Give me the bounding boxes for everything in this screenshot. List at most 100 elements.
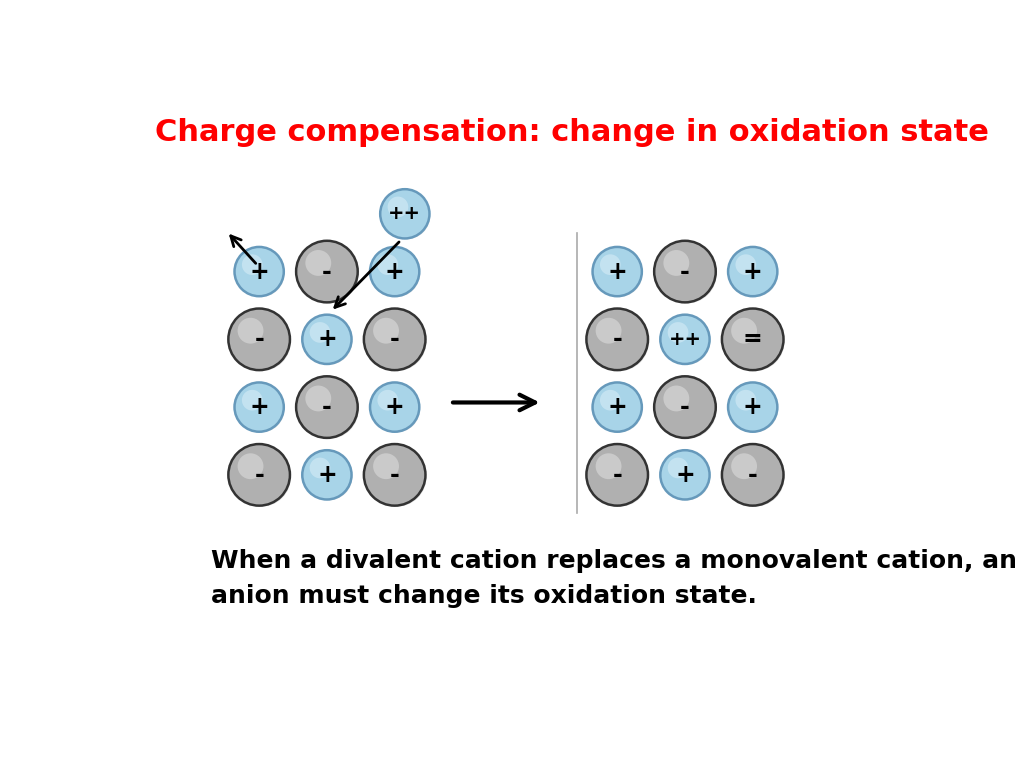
Circle shape bbox=[731, 453, 757, 479]
Circle shape bbox=[305, 318, 352, 365]
Circle shape bbox=[305, 386, 331, 412]
Circle shape bbox=[388, 197, 409, 217]
Circle shape bbox=[668, 322, 688, 343]
Circle shape bbox=[735, 254, 756, 275]
Circle shape bbox=[228, 444, 290, 505]
Circle shape bbox=[370, 382, 419, 432]
Circle shape bbox=[664, 318, 711, 365]
Circle shape bbox=[591, 448, 649, 507]
Circle shape bbox=[378, 254, 398, 275]
Circle shape bbox=[296, 376, 357, 438]
Circle shape bbox=[296, 241, 357, 303]
Circle shape bbox=[232, 448, 291, 507]
Circle shape bbox=[654, 241, 716, 303]
Circle shape bbox=[238, 453, 263, 479]
Circle shape bbox=[664, 453, 711, 500]
Circle shape bbox=[658, 245, 717, 303]
Circle shape bbox=[378, 390, 398, 411]
Text: +: + bbox=[385, 395, 404, 419]
Text: -: - bbox=[254, 463, 264, 487]
Text: Charge compensation: change in oxidation state: Charge compensation: change in oxidation… bbox=[156, 118, 989, 147]
Circle shape bbox=[664, 250, 689, 276]
Text: +: + bbox=[742, 260, 763, 283]
Circle shape bbox=[587, 309, 648, 370]
Circle shape bbox=[596, 250, 643, 297]
Circle shape bbox=[373, 453, 399, 479]
Circle shape bbox=[731, 250, 778, 297]
Circle shape bbox=[228, 309, 290, 370]
Circle shape bbox=[728, 247, 777, 296]
Circle shape bbox=[370, 247, 419, 296]
Circle shape bbox=[596, 453, 622, 479]
Circle shape bbox=[722, 309, 783, 370]
Circle shape bbox=[305, 250, 331, 276]
Circle shape bbox=[596, 386, 643, 432]
Text: -: - bbox=[680, 260, 690, 283]
Text: +: + bbox=[607, 260, 627, 283]
Circle shape bbox=[722, 444, 783, 505]
Circle shape bbox=[380, 189, 429, 238]
Circle shape bbox=[726, 448, 784, 507]
Text: =: = bbox=[742, 327, 763, 351]
Circle shape bbox=[238, 386, 285, 432]
Circle shape bbox=[309, 458, 331, 478]
Circle shape bbox=[238, 250, 285, 297]
Text: ++: ++ bbox=[669, 329, 701, 349]
Circle shape bbox=[242, 390, 262, 411]
Circle shape bbox=[302, 450, 351, 499]
Circle shape bbox=[591, 313, 649, 371]
Text: +: + bbox=[249, 395, 269, 419]
Text: -: - bbox=[680, 395, 690, 419]
Circle shape bbox=[587, 444, 648, 505]
Circle shape bbox=[242, 254, 262, 275]
Text: +: + bbox=[607, 395, 627, 419]
Circle shape bbox=[596, 318, 622, 343]
Text: -: - bbox=[322, 395, 332, 419]
Circle shape bbox=[654, 376, 716, 438]
Circle shape bbox=[373, 318, 399, 343]
Text: When a divalent cation replaces a monovalent cation, an
anion must change its ox: When a divalent cation replaces a monova… bbox=[211, 549, 1018, 608]
Circle shape bbox=[234, 382, 284, 432]
Text: +: + bbox=[742, 395, 763, 419]
Circle shape bbox=[600, 390, 621, 411]
Text: -: - bbox=[390, 463, 399, 487]
Text: -: - bbox=[748, 463, 758, 487]
Circle shape bbox=[664, 386, 689, 412]
Text: -: - bbox=[612, 327, 622, 351]
Circle shape bbox=[658, 380, 717, 439]
Circle shape bbox=[364, 309, 425, 370]
Circle shape bbox=[593, 247, 642, 296]
Circle shape bbox=[238, 318, 263, 343]
Text: ++: ++ bbox=[388, 204, 421, 223]
Circle shape bbox=[309, 322, 331, 343]
Circle shape bbox=[383, 192, 430, 239]
Circle shape bbox=[593, 382, 642, 432]
Circle shape bbox=[232, 313, 291, 371]
Text: +: + bbox=[317, 463, 337, 487]
Circle shape bbox=[305, 453, 352, 500]
Circle shape bbox=[731, 386, 778, 432]
Circle shape bbox=[373, 386, 420, 432]
Circle shape bbox=[735, 390, 756, 411]
Circle shape bbox=[660, 450, 710, 499]
Text: +: + bbox=[317, 327, 337, 351]
Circle shape bbox=[660, 315, 710, 364]
Circle shape bbox=[234, 247, 284, 296]
Text: -: - bbox=[612, 463, 622, 487]
Text: -: - bbox=[390, 327, 399, 351]
Circle shape bbox=[300, 380, 358, 439]
Circle shape bbox=[668, 458, 688, 478]
Text: +: + bbox=[675, 463, 695, 487]
Circle shape bbox=[728, 382, 777, 432]
Circle shape bbox=[368, 448, 426, 507]
Circle shape bbox=[731, 318, 757, 343]
Text: -: - bbox=[254, 327, 264, 351]
Text: +: + bbox=[385, 260, 404, 283]
Circle shape bbox=[300, 245, 358, 303]
Circle shape bbox=[373, 250, 420, 297]
Circle shape bbox=[364, 444, 425, 505]
Text: +: + bbox=[249, 260, 269, 283]
Text: -: - bbox=[322, 260, 332, 283]
Circle shape bbox=[368, 313, 426, 371]
Circle shape bbox=[726, 313, 784, 371]
